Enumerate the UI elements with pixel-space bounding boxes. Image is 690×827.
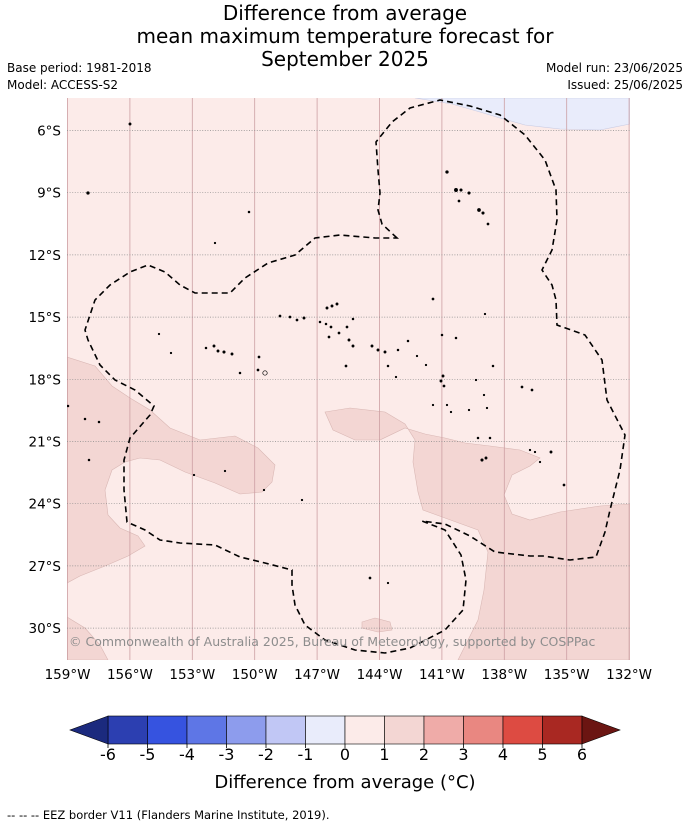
colorbar-tick-label: -3 bbox=[218, 745, 235, 764]
latitude-label: 21°S bbox=[29, 435, 62, 451]
longitude-label: 147°W bbox=[294, 667, 340, 683]
colorbar-tick-label: 3 bbox=[458, 745, 469, 764]
eez-footnote: -- -- -- EEZ border V11 (Flanders Marine… bbox=[7, 808, 330, 822]
colorbar-segment bbox=[423, 715, 464, 745]
colorbar-tick-label: 6 bbox=[576, 745, 588, 764]
colorbar-tick-label: 4 bbox=[497, 745, 509, 764]
latitude-label: 9°S bbox=[37, 186, 61, 202]
base-period: Base period: 1981-2018 bbox=[7, 61, 152, 75]
islands bbox=[67, 122, 566, 585]
colorbar-segment bbox=[542, 715, 583, 745]
anomaly-1-to-2-region-west bbox=[67, 356, 276, 584]
latitude-label: 18°S bbox=[29, 372, 62, 388]
colorbar-segment bbox=[107, 715, 148, 745]
latitude-labels: 6°S 9°S 12°S 15°S 18°S 21°S 24°S 27°S 30°S bbox=[29, 124, 62, 638]
latitude-label: 6°S bbox=[37, 124, 61, 140]
model-run: Model run: 23/06/2025 bbox=[545, 61, 683, 75]
longitude-label: 156°W bbox=[107, 667, 153, 683]
latitude-label: 24°S bbox=[29, 497, 62, 513]
colorbar-segment bbox=[265, 715, 306, 745]
longitude-labels: 159°W 156°W 153°W 150°W 147°W 144°W 141°W 138°W… bbox=[45, 667, 652, 683]
issued-date: Issued: 25/06/2025 bbox=[567, 78, 683, 92]
latitude-label: 27°S bbox=[29, 559, 62, 575]
colorbar-segment bbox=[463, 715, 504, 745]
colorbar-extend-high bbox=[581, 715, 621, 745]
colorbar-segment bbox=[344, 715, 385, 745]
model-name: Model: ACCESS-S2 bbox=[7, 78, 119, 92]
longitude-label: 138°W bbox=[481, 667, 527, 683]
colorbar-segment bbox=[186, 715, 227, 745]
colorbar bbox=[69, 715, 621, 748]
colorbar-tick-label: 2 bbox=[418, 745, 430, 764]
map-area: © Commonwealth of Australia 2025, Bureau… bbox=[67, 98, 630, 660]
longitude-label: 159°W bbox=[45, 667, 91, 683]
latitude-label: 15°S bbox=[29, 310, 62, 326]
colorbar-title: Difference from average (°C) bbox=[214, 772, 476, 793]
latitude-label: 30°S bbox=[29, 621, 62, 637]
colorbar-tick-label: -1 bbox=[297, 745, 314, 764]
eez-border bbox=[84, 99, 626, 654]
title-line-2: mean maximum temperature forecast for bbox=[136, 24, 554, 48]
colorbar-segment bbox=[147, 715, 188, 745]
longitude-label: 150°W bbox=[232, 667, 278, 683]
anomaly-1-to-2-region-east bbox=[324, 407, 630, 660]
title-line-1: Difference from average bbox=[222, 1, 468, 25]
latitude-label: 12°S bbox=[29, 248, 62, 264]
colorbar-tick-label: 0 bbox=[339, 745, 351, 764]
metadata-right: Model run: 23/06/2025 Issued: 25/06/2025 bbox=[546, 60, 683, 94]
longitude-label: 135°W bbox=[544, 667, 590, 683]
colorbar-extend-low bbox=[69, 715, 109, 745]
colorbar-segment bbox=[305, 715, 346, 745]
metadata-left: Base period: 1981-2018 Model: ACCESS-S2 bbox=[7, 60, 152, 94]
title-line-3: September 2025 bbox=[261, 47, 429, 71]
anomaly-1-to-2-region-southwest bbox=[67, 616, 109, 660]
colorbar-tick-label: -5 bbox=[139, 745, 156, 764]
colorbar-segment bbox=[502, 715, 543, 745]
chart-title: Difference from average mean maximum tem… bbox=[0, 2, 690, 71]
colorbar-tick-label: -2 bbox=[258, 745, 274, 764]
copyright-notice: © Commonwealth of Australia 2025, Bureau… bbox=[69, 634, 595, 649]
anomaly-1-to-2-region-small bbox=[361, 617, 393, 633]
longitude-label: 132°W bbox=[606, 667, 652, 683]
graticule bbox=[67, 98, 630, 660]
colorbar-tick-label: -4 bbox=[179, 745, 195, 764]
colorbar-tick-label: 5 bbox=[537, 745, 548, 764]
longitude-label: 153°W bbox=[169, 667, 215, 683]
colorbar-tick-label: -6 bbox=[100, 745, 116, 764]
colorbar-segment bbox=[226, 715, 267, 745]
longitude-label: 144°W bbox=[357, 667, 403, 683]
colorbar-tick-label: 1 bbox=[379, 745, 390, 764]
colorbar-segment bbox=[384, 715, 425, 745]
longitude-label: 141°W bbox=[419, 667, 465, 683]
